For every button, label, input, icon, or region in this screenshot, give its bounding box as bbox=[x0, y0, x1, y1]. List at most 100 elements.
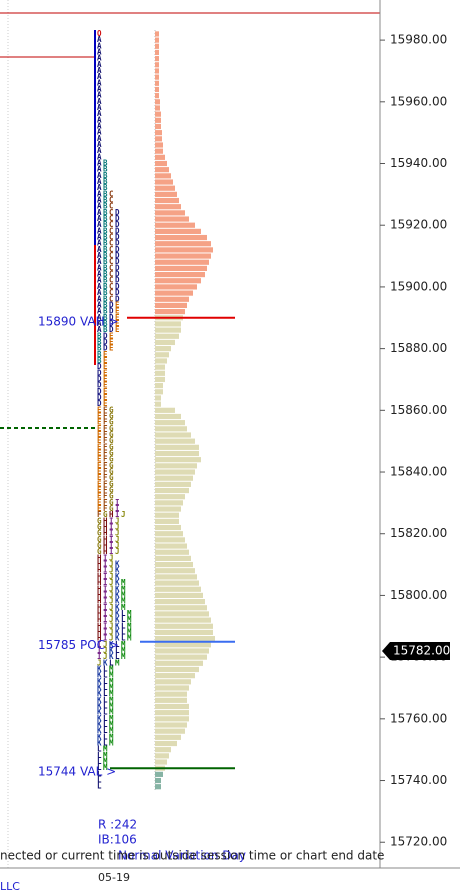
tpo-letters: A bbox=[97, 97, 102, 106]
last-price-label: 15782.00 bbox=[393, 643, 450, 657]
profile-bar bbox=[155, 31, 159, 37]
profile-bar bbox=[155, 413, 181, 420]
profile-bar bbox=[155, 506, 181, 512]
tpo-letters: KLM bbox=[97, 732, 114, 741]
tpo-letters: KLM bbox=[97, 664, 114, 673]
profile-bar bbox=[155, 710, 189, 716]
tpo-letters: ABDE bbox=[97, 319, 120, 328]
tpo-letters: A bbox=[97, 84, 102, 93]
tpo-letters: L bbox=[97, 782, 102, 791]
tpo-letters: HIJKM bbox=[97, 584, 126, 593]
tpo-letters: ABCD bbox=[97, 251, 120, 260]
tpo-letters: A bbox=[97, 41, 102, 50]
profile-bar bbox=[155, 494, 185, 500]
profile-bar bbox=[155, 346, 171, 352]
tpo-letters: EFG bbox=[97, 486, 114, 495]
tpo-letters: ABCD bbox=[97, 226, 120, 235]
y-tick-label: 15720.00 bbox=[390, 835, 447, 849]
tpo-letters: EFG bbox=[97, 449, 114, 458]
profile-bar bbox=[155, 716, 189, 722]
profile-bar bbox=[155, 37, 159, 43]
profile-bar bbox=[155, 86, 159, 93]
profile-bar bbox=[155, 753, 169, 759]
tpo-letters: A bbox=[97, 60, 102, 69]
tpo-letters: JKLM bbox=[97, 658, 120, 667]
profile-bar bbox=[155, 568, 195, 574]
profile-bar bbox=[155, 555, 191, 562]
tpo-letters: KLM bbox=[97, 714, 114, 723]
tpo-letters: ABCD bbox=[97, 220, 120, 229]
profile-bar bbox=[155, 271, 205, 278]
profile-bar bbox=[155, 296, 189, 302]
tpo-letters: KLM bbox=[97, 726, 114, 735]
profile-bar bbox=[155, 487, 189, 494]
profile-bar bbox=[155, 339, 175, 346]
tpo-letters: A bbox=[97, 115, 102, 124]
profile-bar bbox=[155, 241, 211, 247]
tpo-letters: IJKLM bbox=[97, 646, 126, 655]
tpo-letters: ABDE bbox=[97, 325, 120, 334]
tpo-letters: HIJKM bbox=[97, 590, 126, 599]
tpo-letters: A bbox=[97, 140, 102, 149]
y-tick-label: 15740.00 bbox=[390, 773, 447, 787]
profile-bar bbox=[155, 68, 159, 74]
tpo-letters: ABC bbox=[97, 189, 114, 198]
profile-bar bbox=[155, 747, 171, 753]
y-tick-label: 15940.00 bbox=[390, 156, 447, 170]
tpo-letters: AB bbox=[97, 165, 108, 174]
tpo-letters: LM bbox=[97, 751, 108, 760]
profile-bar bbox=[155, 74, 159, 80]
profile-bar bbox=[155, 111, 161, 117]
profile-bar bbox=[155, 426, 187, 432]
profile-bar bbox=[155, 666, 199, 673]
profile-bar bbox=[155, 93, 159, 99]
tpo-letters: ABCD bbox=[97, 214, 120, 223]
tpo-letters: ABCD bbox=[97, 288, 120, 297]
tpo-letters: HIJKLM bbox=[97, 634, 132, 643]
profile-bar bbox=[155, 407, 175, 413]
y-tick-label: 15840.00 bbox=[390, 465, 447, 479]
profile-bar bbox=[155, 302, 187, 309]
last-price-box bbox=[382, 641, 450, 660]
profile-bar bbox=[155, 308, 185, 315]
profile-bar bbox=[155, 450, 199, 457]
profile-bar bbox=[155, 457, 201, 463]
tpo-letters: EFG bbox=[97, 411, 114, 420]
profile-bar bbox=[155, 154, 165, 160]
tpo-letters: EFG bbox=[97, 405, 114, 414]
tpo-letters: IJKLM bbox=[97, 640, 126, 649]
tpo-letters: EFG bbox=[97, 430, 114, 439]
tpo-letters: KLM bbox=[97, 708, 114, 717]
tpo-letters: A bbox=[97, 47, 102, 56]
profile-bar bbox=[155, 358, 167, 364]
tpo-letters: EFGI bbox=[97, 498, 120, 507]
tpo-letters: EFG bbox=[97, 424, 114, 433]
status: nected or current time is outside sessio… bbox=[0, 849, 384, 863]
day-type: Normal Variation Day bbox=[118, 849, 246, 863]
profile-bar bbox=[155, 185, 175, 191]
vah-label: 15890 VAH > bbox=[38, 314, 119, 328]
tpo-letters: KLM bbox=[97, 689, 114, 698]
profile-bar bbox=[155, 179, 173, 185]
profile-bar bbox=[155, 444, 199, 450]
profile-bar bbox=[155, 321, 181, 327]
profile-bar bbox=[155, 148, 163, 154]
tpo-letters: ABCD bbox=[97, 245, 120, 254]
profile-bar bbox=[155, 376, 165, 383]
profile-bar bbox=[155, 784, 161, 790]
tpo-letters: A bbox=[97, 121, 102, 130]
date: 05-19 bbox=[98, 871, 130, 884]
tpo-letters: AB bbox=[97, 159, 108, 168]
tpo-letters: AB bbox=[97, 183, 108, 192]
profile-bar bbox=[155, 49, 159, 56]
tpo-letters: A bbox=[97, 128, 102, 137]
profile-bar bbox=[155, 142, 163, 148]
profile-bar bbox=[155, 463, 197, 469]
y-tick-label: 15900.00 bbox=[390, 279, 447, 293]
profile-bar bbox=[155, 123, 161, 130]
profile-bar bbox=[155, 543, 187, 549]
tpo-letters: HIJ bbox=[97, 553, 114, 562]
profile-bar bbox=[155, 99, 160, 105]
tpo-letters: GHIJ bbox=[97, 541, 120, 550]
